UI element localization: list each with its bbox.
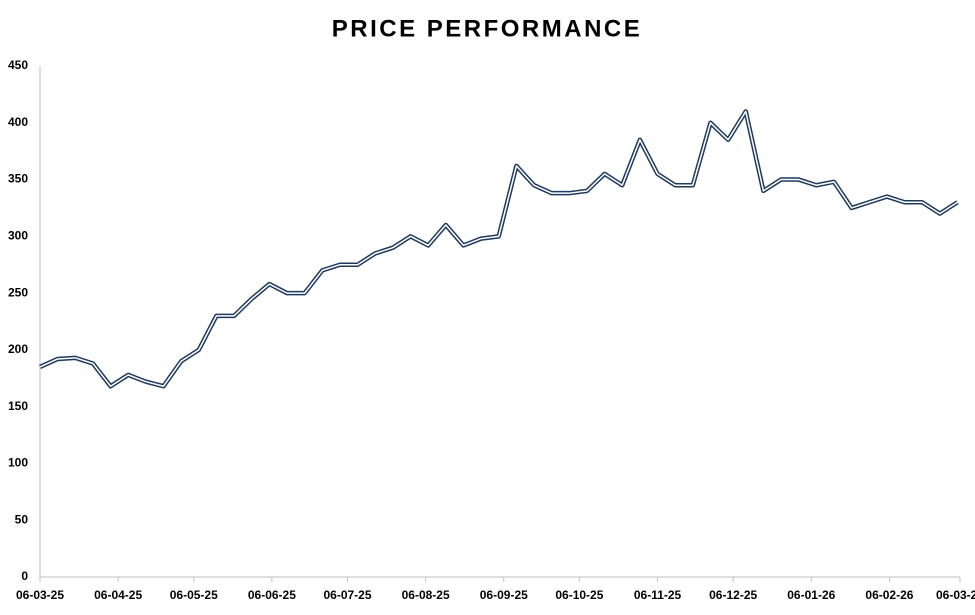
y-tick-label: 300 bbox=[8, 229, 28, 243]
y-tick-label: 350 bbox=[8, 172, 28, 186]
price-line bbox=[39, 109, 959, 389]
x-tick-label: 06-01-26 bbox=[787, 588, 835, 602]
y-tick-label: 200 bbox=[8, 342, 28, 356]
y-tick-label: 400 bbox=[8, 115, 28, 129]
x-tick-label: 06-04-25 bbox=[94, 588, 142, 602]
y-tick-label: 0 bbox=[21, 569, 28, 583]
x-tick-label: 06-09-25 bbox=[480, 588, 528, 602]
x-tick-label: 06-05-25 bbox=[170, 588, 218, 602]
x-tick-label: 06-11-25 bbox=[634, 588, 682, 602]
x-tick-label: 06-12-25 bbox=[709, 588, 757, 602]
x-tick-label: 06-06-25 bbox=[248, 588, 296, 602]
x-tick-label: 06-02-26 bbox=[865, 588, 913, 602]
y-tick-label: 450 bbox=[8, 58, 28, 72]
y-tick-label: 150 bbox=[8, 399, 28, 413]
price-line-inner bbox=[39, 110, 958, 387]
x-tick-label: 06-03-26 bbox=[936, 588, 975, 602]
x-tick-label: 06-03-25 bbox=[16, 588, 64, 602]
x-tick-label: 06-08-25 bbox=[402, 588, 450, 602]
x-tick-label: 06-07-25 bbox=[323, 588, 371, 602]
y-tick-label: 250 bbox=[8, 285, 28, 299]
chart-title: PRICE PERFORMANCE bbox=[332, 15, 643, 42]
y-tick-label: 50 bbox=[15, 512, 29, 526]
x-tick-label: 06-10-25 bbox=[555, 588, 603, 602]
y-tick-label: 100 bbox=[8, 456, 28, 470]
